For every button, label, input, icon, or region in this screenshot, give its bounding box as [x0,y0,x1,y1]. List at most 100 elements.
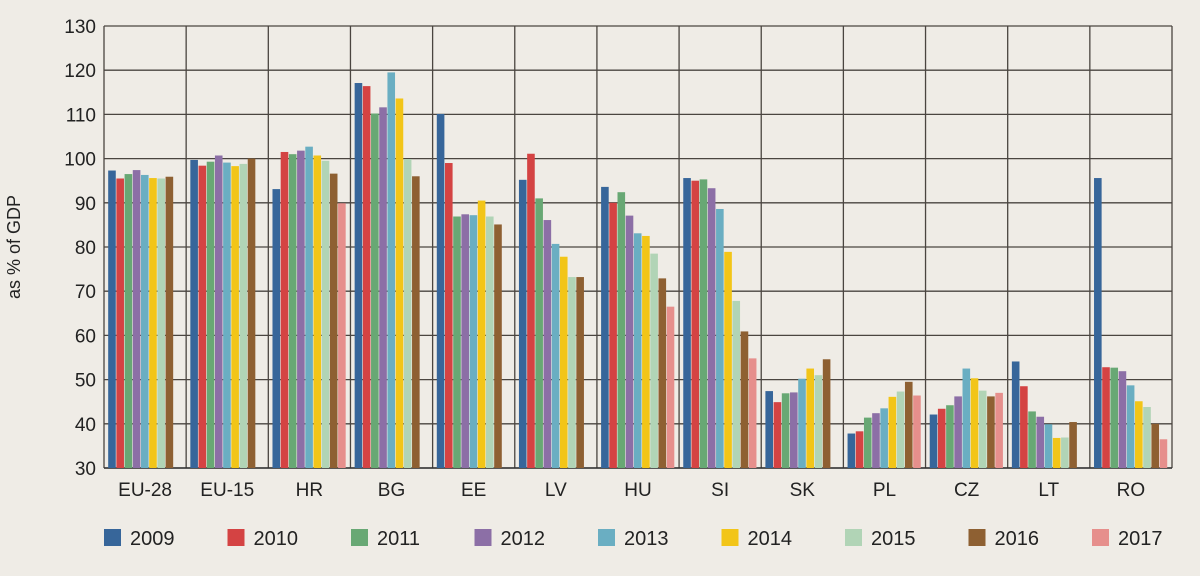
bar-2009-LV [518,179,527,469]
bar-2009-EU-28 [108,170,116,468]
bar-2011-EU-28 [124,174,133,468]
bar-2014-BG [395,98,404,468]
bar-2010-EE [444,163,453,468]
bar-2010-EU-28 [116,178,124,469]
x-tick-label: RO [1117,480,1146,501]
bar-2014-EE [477,200,486,468]
bar-2015-HU [650,253,658,468]
bar-2015-SI [732,300,741,468]
bar-2013-PL [880,408,888,468]
bar-2011-EU-15 [206,161,215,468]
bar-2010-RO [1102,367,1110,468]
bar-2011-LT [1028,411,1036,468]
bar-2014-RO [1135,401,1143,468]
bar-2013-LT [1044,424,1053,468]
x-tick-label: CZ [954,480,980,501]
bar-2016-BG [412,176,420,468]
y-tick-label: 110 [66,105,96,126]
bar-2015-EE [485,216,494,468]
legend-swatch-2011 [351,529,368,546]
bar-2009-SK [765,391,774,468]
y-tick-label: 50 [75,371,96,392]
bar-2017-RO [1159,439,1168,468]
bar-2009-BG [354,83,363,468]
bar-2016-LT [1069,422,1077,468]
legend-label: 2010 [254,528,299,550]
bar-2013-HU [633,233,642,468]
bar-2012-EU-28 [132,170,141,469]
bar-2012-BG [379,107,387,468]
y-tick-label: 80 [75,238,96,259]
y-axis-label: as % of GDP [4,195,24,299]
bar-2012-RO [1118,371,1127,468]
legend-label: 2016 [995,528,1040,550]
x-tick-label: HU [624,480,651,501]
bar-2012-SK [790,392,798,468]
bar-2009-EE [436,113,445,468]
legend-label: 2011 [377,528,420,550]
x-tick-label: LT [1038,480,1059,501]
bar-2015-HR [321,160,330,468]
bar-2012-LT [1036,416,1045,468]
bar-2015-PL [896,391,905,468]
bar-2015-SK [814,375,823,468]
bar-2013-EU-28 [140,174,149,469]
y-tick-label: 120 [64,61,96,82]
y-tick-label: 30 [75,459,96,480]
bar-2011-PL [863,417,872,468]
bar-2010-SI [691,180,700,468]
legend-label: 2015 [871,528,916,550]
legend-swatch-2012 [474,529,492,546]
x-tick-label: EE [461,480,486,501]
bar-2013-SK [798,378,806,468]
bar-2015-BG [403,159,412,469]
bar-2012-PL [872,413,880,468]
x-tick-label: SK [790,480,816,501]
bar-2011-BG [371,113,379,469]
bar-2016-EU-15 [247,158,256,468]
bar-2016-SI [740,331,749,468]
legend-label: 2013 [624,528,669,550]
bar-2014-HU [642,235,650,468]
bar-2014-SI [724,251,732,468]
bar-2012-CZ [954,396,962,468]
legend-swatch-2010 [227,529,245,546]
bar-2016-CZ [987,396,995,468]
bar-2017-PL [913,395,921,468]
bar-2017-HU [666,306,675,468]
legend-swatch-2014 [721,529,739,546]
bar-2011-HR [288,154,297,468]
x-tick-label: PL [873,480,896,501]
bar-2013-RO [1126,385,1135,468]
bar-2014-PL [888,396,897,468]
legend-swatch-2016 [968,529,986,546]
bar-2015-RO [1143,407,1151,468]
x-tick-label: BG [378,480,405,501]
bar-2013-SI [716,208,724,468]
bar-2016-LV [576,277,584,468]
bar-2011-CZ [946,405,954,468]
y-tick-label: 130 [64,17,96,38]
x-tick-label: HR [296,480,323,501]
bar-2011-SI [699,179,708,468]
bar-2011-SK [781,393,790,468]
bar-2010-HU [609,202,617,469]
bar-2011-LV [535,198,543,468]
bar-2015-EU-28 [157,178,165,469]
bar-2016-HR [329,173,338,469]
y-tick-label: 90 [75,194,96,215]
bar-2010-LT [1020,386,1028,468]
bar-2015-LT [1061,437,1069,468]
bar-2016-PL [904,381,913,468]
bar-2016-HU [658,278,667,468]
bar-2016-RO [1151,423,1160,468]
x-tick-label: SI [711,480,729,501]
legend-swatch-2009 [104,529,121,546]
bar-2016-EU-28 [165,176,174,469]
bar-2009-CZ [929,414,938,468]
bar-2017-HR [338,203,346,468]
bar-2010-LV [527,153,535,468]
bar-2011-EE [453,216,461,468]
y-tick-label: 60 [75,326,96,347]
